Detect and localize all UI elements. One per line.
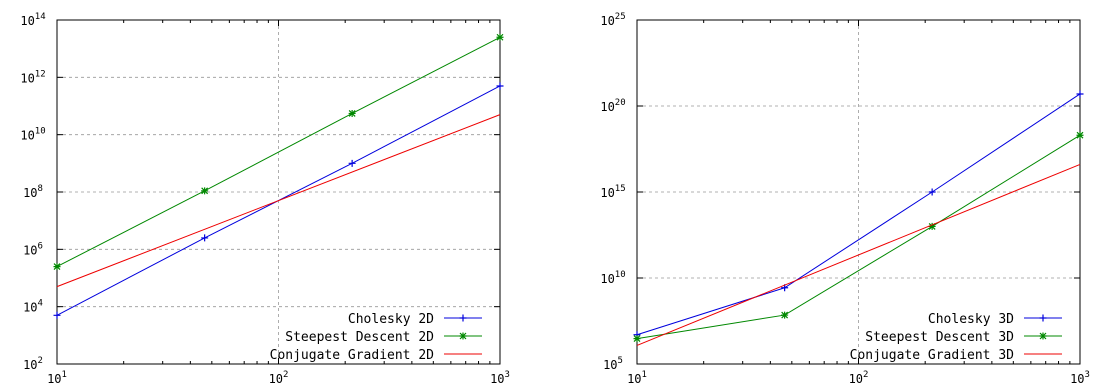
y-tick-label: 104 [23,299,43,315]
y-tick-label: 1012 [20,69,45,85]
series-line-3 [56,114,501,288]
data-point-marker [496,33,504,41]
y-tick-label: 1015 [600,184,625,200]
x-tick-label: 101 [627,370,647,386]
data-point-marker [1076,131,1084,139]
legend-marker [1039,332,1047,340]
y-tick-label: 1025 [600,12,625,28]
legend-marker [459,314,467,322]
y-tick-label: 1010 [600,270,625,286]
x-tick-label: 102 [849,370,869,386]
chart-2: 101 102 103 105 1010 1015 1020 1025 Cholesky 3D S… [600,12,1090,386]
y-tick-label: 1010 [20,127,45,143]
x-tick-label: 102 [269,370,289,386]
series-line-1 [636,93,1081,336]
data-point-marker [781,311,789,319]
y-tick-label: 1020 [600,98,625,114]
data-point-marker [928,188,936,196]
data-point-marker [53,311,61,319]
legend-label: Cholesky 3D [928,312,1014,327]
legend-marker [1039,314,1047,322]
data-point-marker [1076,90,1084,98]
legend-label: Conjugate Gradient 3D [850,348,1015,363]
legend-label: Steepest Descent 3D [865,330,1014,345]
data-point-marker [348,109,356,117]
series-line-3 [636,163,1081,346]
x-tick-label: 103 [490,370,510,386]
x-tick-label: 103 [1070,370,1090,386]
chart-1: 101 102 103102104106108101010121014Cholesk… [20,12,510,386]
y-tick-label: 106 [23,241,43,257]
data-point-marker [348,159,356,167]
legend-label: Steepest Descent 2D [285,330,434,345]
y-tick-label: 108 [23,184,43,200]
legend-label: Cholesky 2D [348,312,434,327]
data-point-marker [496,82,504,90]
data-point-marker [201,234,209,242]
legend-marker [459,332,467,340]
data-point-marker [201,187,209,195]
y-tick-label: 1014 [20,12,45,28]
data-point-marker [928,222,936,230]
y-tick-label: 102 [23,356,43,372]
series-line-2 [636,134,1081,340]
x-tick-label: 101 [47,370,67,386]
data-point-marker [633,335,641,343]
y-tick-label: 105 [603,356,623,372]
data-point-marker [53,263,61,271]
legend-label: Conjugate Gradient 2D [270,348,435,363]
series-line-2 [56,36,501,268]
